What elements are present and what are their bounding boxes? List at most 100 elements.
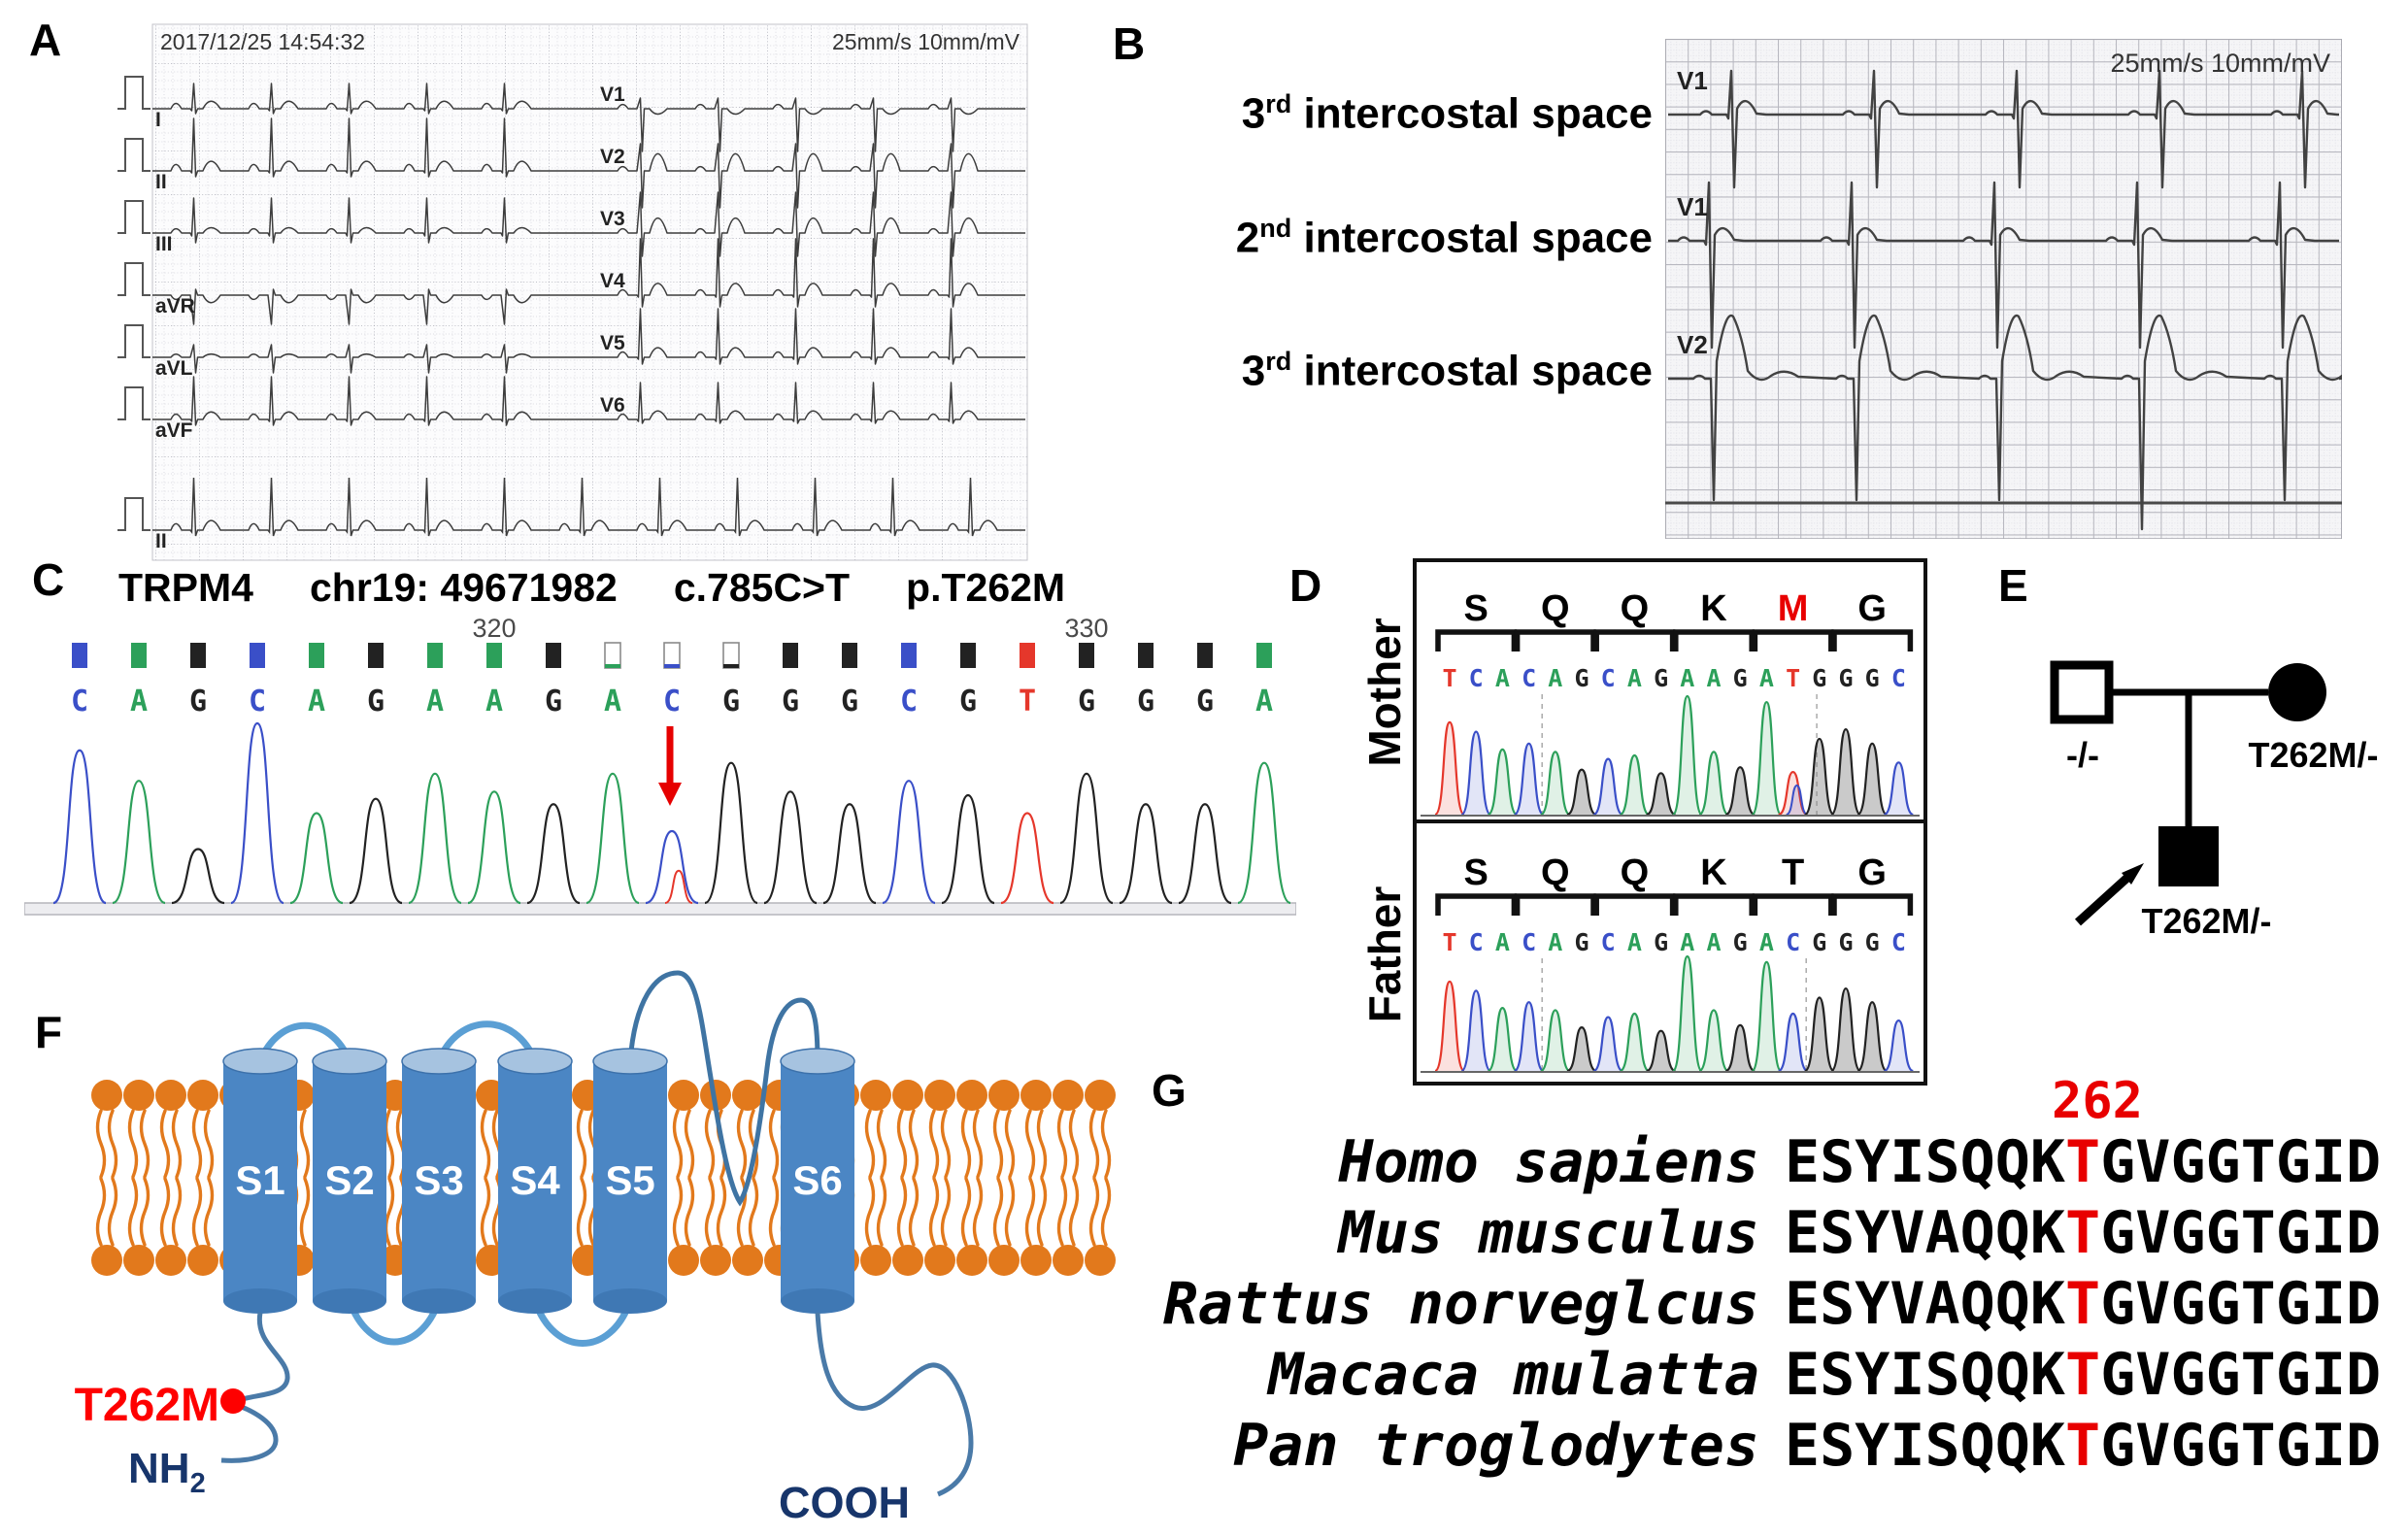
codon-bracket	[1831, 893, 1914, 916]
quality-square	[486, 643, 502, 668]
conserved-residue: T	[2064, 1199, 2101, 1267]
panel-e-label: E	[1998, 560, 2028, 611]
svg-text:C: C	[1891, 664, 1906, 692]
het-minor-peak	[1786, 784, 1809, 816]
species-name: Macaca mulatta	[1268, 1341, 1759, 1409]
father-genotype: -/-	[2066, 735, 2099, 775]
peak-C	[230, 721, 284, 905]
lipid-tail	[191, 1177, 203, 1247]
lipid-tail	[716, 1177, 727, 1247]
lipid-tail	[748, 1109, 759, 1179]
peak-G	[941, 793, 995, 905]
tm-cylinder-body	[498, 1061, 572, 1301]
cal-pulse	[117, 200, 150, 234]
lipid-tail	[159, 1109, 171, 1179]
quality-square	[190, 643, 206, 668]
peak-C	[1460, 989, 1492, 1073]
lipid-tail	[704, 1177, 716, 1247]
quality-square	[250, 643, 265, 668]
svg-text:G: G	[1654, 928, 1668, 956]
peak-G	[1829, 986, 1862, 1073]
protein-change: p.T262M	[906, 565, 1066, 610]
lipid-tail	[139, 1177, 150, 1247]
ecg-a-grid	[151, 23, 1028, 561]
svg-text:G: G	[1857, 852, 1887, 893]
lipid-head-bottom	[924, 1245, 955, 1276]
codon-bracket	[1593, 629, 1676, 652]
pedigree-proband-square	[2158, 826, 2219, 886]
cal-pulse	[117, 497, 150, 531]
svg-text:G: G	[1137, 685, 1154, 718]
lipid-tail	[299, 1177, 311, 1247]
lipid-tail	[736, 1109, 748, 1179]
lipid-tail	[960, 1177, 972, 1247]
lipid-tail	[95, 1109, 107, 1179]
svg-text:A: A	[308, 685, 325, 718]
codon-bracket	[1514, 629, 1596, 652]
ecg-b-trace-2	[1668, 314, 2342, 531]
svg-text:A: A	[1706, 664, 1721, 692]
svg-text:I: I	[155, 109, 161, 131]
svg-text:S2: S2	[324, 1157, 374, 1203]
lipid-tail	[684, 1177, 695, 1247]
svg-text:C: C	[1469, 664, 1484, 692]
mother-genotype: T262M/-	[2248, 735, 2379, 775]
svg-text:320: 320	[472, 614, 516, 643]
pedigree-father-square	[2050, 660, 2114, 724]
svg-text:T: T	[1442, 664, 1456, 692]
lipid-tail	[908, 1109, 920, 1179]
lipid-tail	[684, 1109, 695, 1179]
lipid-head-bottom	[860, 1245, 891, 1276]
codon-bracket	[1593, 893, 1676, 916]
svg-text:A: A	[1680, 664, 1694, 692]
panel-a-label: A	[29, 15, 62, 65]
lipid-tail	[576, 1177, 587, 1247]
lipid-tail	[1088, 1109, 1100, 1179]
lipid-tail	[864, 1177, 876, 1247]
peak-C	[52, 749, 107, 905]
lipid-tail	[480, 1109, 491, 1179]
svg-text:Q: Q	[1541, 588, 1570, 629]
ecg-b-trace-0	[1668, 69, 2339, 189]
svg-text:C: C	[1522, 664, 1536, 692]
lipid-head-top	[1020, 1080, 1052, 1111]
ecg-b-calibration: 25mm/s 10mm/mV	[2110, 49, 2330, 78]
lipid-head-top	[956, 1080, 987, 1111]
panel-b-label: B	[1113, 18, 1146, 69]
lipid-tail	[876, 1109, 887, 1179]
svg-text:G: G	[1865, 664, 1880, 692]
tm-cylinder-bottom	[498, 1288, 572, 1314]
lipid-head-top	[1085, 1080, 1116, 1111]
lipid-tail	[876, 1177, 887, 1247]
c-terminus-label: COOH	[779, 1478, 910, 1527]
svg-text:C: C	[663, 685, 681, 718]
peak-C	[1883, 1019, 1914, 1073]
peak-A	[1487, 1006, 1518, 1073]
nh-text: NH	[128, 1445, 190, 1492]
svg-text:V1: V1	[1677, 66, 1708, 95]
lipid-tail	[384, 1109, 395, 1179]
peak-A	[112, 780, 166, 905]
lipid-head-bottom	[123, 1245, 154, 1276]
peak-A	[1619, 753, 1651, 817]
peak-A	[1540, 751, 1571, 817]
lipid-head-bottom	[732, 1245, 763, 1276]
svg-text:C: C	[1469, 928, 1484, 956]
peak-C	[1883, 761, 1914, 817]
lipid-tail	[768, 1109, 780, 1179]
lipid-head-bottom	[91, 1245, 122, 1276]
lipid-tail	[127, 1109, 139, 1179]
lipid-tail	[1056, 1177, 1068, 1247]
lipid-tail	[139, 1109, 150, 1179]
peak-A	[1671, 694, 1703, 817]
svg-text:T: T	[1786, 664, 1800, 692]
peak-A	[1540, 1009, 1571, 1073]
svg-text:II: II	[155, 530, 167, 552]
peak-C	[1592, 1016, 1623, 1073]
svg-text:S5: S5	[605, 1157, 654, 1203]
n-terminus-curve	[239, 1312, 290, 1403]
ecg-trace-I	[152, 83, 1025, 152]
peak-G	[1803, 996, 1835, 1073]
lipid-tail	[203, 1109, 215, 1179]
ecg-trace-aVF	[152, 376, 1025, 426]
